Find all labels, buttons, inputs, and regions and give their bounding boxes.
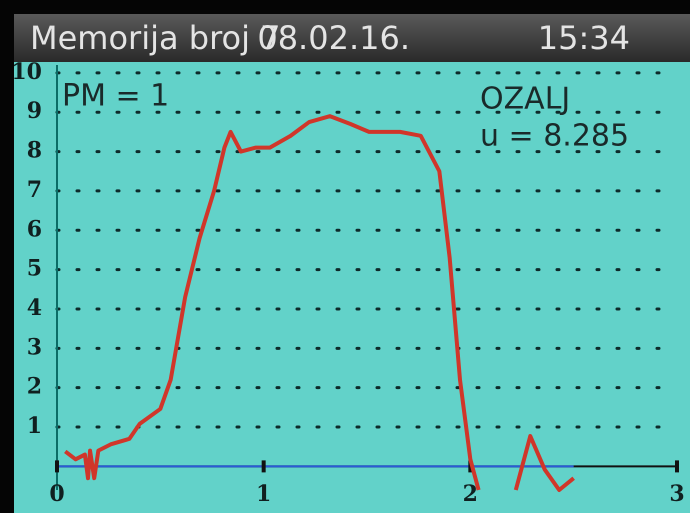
x-tick-label: 3 [669, 481, 684, 507]
y-tick-label: 4 [27, 295, 42, 321]
data-line [64, 114, 575, 492]
x-tick-label: 2 [463, 481, 478, 507]
y-tick-label: 3 [27, 334, 42, 360]
time: 15:34 [538, 19, 630, 57]
y-tick-label: 2 [27, 374, 42, 400]
y-tick-label: 10 [11, 59, 42, 85]
y-tick-label: 8 [27, 138, 42, 164]
y-tick-label: 5 [27, 256, 42, 282]
x-tick-label: 0 [49, 481, 64, 507]
x-tick-label: 1 [256, 481, 271, 507]
screen-title: Memorija broj 7 [30, 19, 281, 57]
annotation: OZALJ [480, 82, 570, 117]
y-tick-label: 6 [27, 216, 42, 242]
annotation: u = 8.285 [480, 119, 629, 154]
header-bar [14, 14, 690, 62]
y-tick-label: 1 [27, 413, 42, 439]
y-tick-label: 9 [27, 98, 42, 124]
date: 08.02.16. [257, 19, 410, 57]
annotation: PM = 1 [62, 79, 169, 114]
y-tick-label: 7 [27, 177, 42, 203]
